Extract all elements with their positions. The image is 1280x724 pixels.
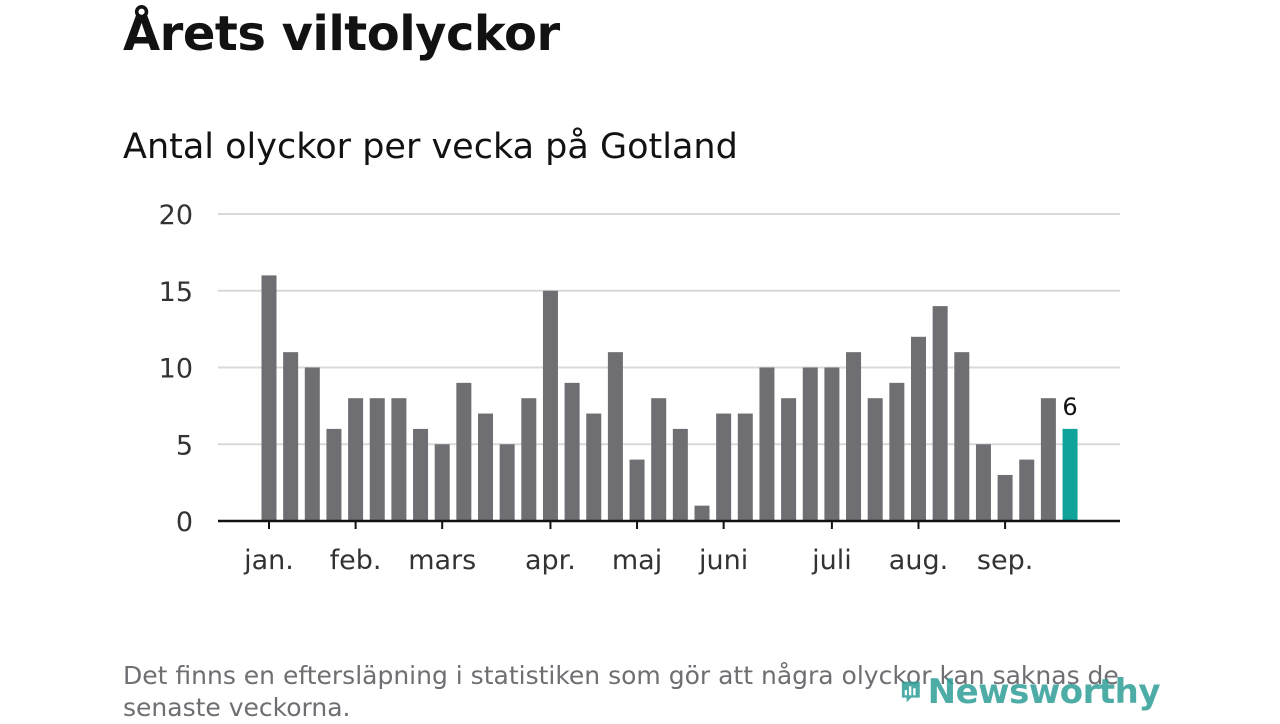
bar — [586, 413, 602, 521]
y-tick-label: 5 — [176, 430, 193, 461]
bar — [499, 444, 515, 521]
bar — [911, 336, 926, 521]
bar — [521, 398, 537, 521]
bar — [326, 428, 342, 521]
bar — [478, 413, 493, 521]
newsworthy-logo-icon — [901, 681, 920, 703]
bar — [716, 413, 732, 521]
y-tick-label: 20 — [159, 200, 193, 231]
bar — [867, 398, 883, 521]
bar — [348, 398, 364, 521]
bar — [975, 444, 991, 521]
bar — [889, 382, 905, 521]
newsworthy-logo: Newsworthy — [900, 664, 1161, 720]
x-tick-label: juli — [811, 545, 852, 576]
bar — [1019, 459, 1035, 521]
bar — [542, 290, 558, 521]
y-tick-label: 15 — [159, 277, 193, 308]
x-tick-label: feb. — [330, 545, 382, 576]
x-tick-label: mars — [408, 545, 476, 576]
bar — [846, 352, 862, 521]
x-tick-label: jan. — [243, 545, 294, 576]
data-label-latest: 6 — [1062, 393, 1077, 421]
y-tick-label: 0 — [176, 507, 193, 538]
bar — [737, 413, 753, 521]
bar — [824, 367, 840, 521]
bar — [1040, 398, 1056, 521]
bar — [283, 352, 299, 521]
x-tick-label: juni — [698, 545, 748, 576]
bar — [759, 367, 775, 521]
bar — [456, 382, 472, 521]
bar — [997, 474, 1013, 521]
bar — [651, 398, 667, 521]
x-tick-label: apr. — [525, 545, 576, 576]
bar — [304, 367, 320, 521]
gridlines — [218, 213, 1120, 446]
bar — [261, 275, 277, 521]
data-labels: 6 — [1062, 393, 1077, 421]
x-tick-label: sep. — [977, 545, 1033, 576]
y-axis-ticks: 0 5 10 15 20 — [159, 200, 193, 538]
bar — [413, 428, 429, 521]
bar — [672, 428, 688, 521]
chart-subtitle: Antal olyckor per vecka på Gotland — [123, 127, 738, 167]
bar — [629, 459, 645, 521]
bar — [954, 352, 970, 521]
x-axis-ticks: jan. feb. mars apr. maj juni juli aug. sep. — [243, 521, 1033, 576]
bar — [802, 367, 818, 521]
y-tick-label: 10 — [159, 354, 193, 385]
bar — [781, 398, 797, 521]
bar — [369, 398, 385, 521]
bar — [564, 382, 580, 521]
bar — [694, 505, 710, 521]
bar — [607, 352, 623, 521]
x-tick-label: aug. — [889, 545, 948, 576]
bar — [932, 306, 948, 521]
bar-highlight — [1062, 428, 1078, 521]
bar — [391, 398, 407, 521]
footnote: Det finns en eftersläpning i statistiken… — [123, 661, 1119, 722]
x-tick-label: maj — [612, 545, 662, 576]
bar — [434, 444, 450, 521]
bars — [261, 275, 1078, 521]
chart-title: Årets viltolyckor — [123, 6, 560, 62]
logo-text: Newsworthy — [927, 672, 1161, 712]
